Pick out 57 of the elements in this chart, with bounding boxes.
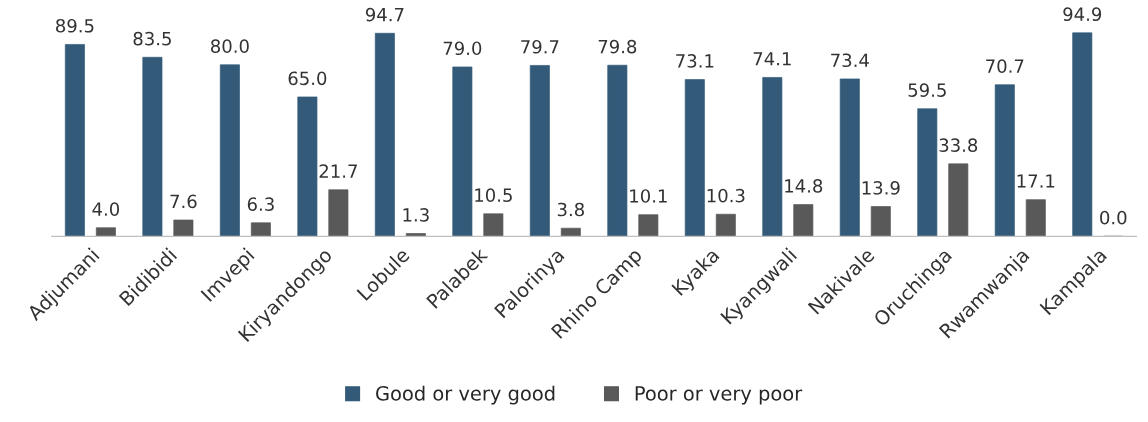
data-label: 79.0: [443, 41, 482, 56]
bar: [297, 96, 318, 237]
data-label: 0.0: [1100, 210, 1127, 225]
bar: [607, 64, 628, 237]
bar: [1025, 199, 1046, 237]
legend-label: Good or very good: [376, 385, 555, 405]
data-label: 94.9: [1063, 7, 1102, 22]
bar: [483, 213, 504, 237]
bar: [870, 206, 891, 237]
data-label: 14.8: [785, 179, 823, 193]
bar: [173, 219, 194, 237]
data-label: 74.1: [753, 52, 791, 66]
legend-label: Poor or very poor: [635, 386, 803, 405]
data-label: 70.7: [986, 59, 1024, 73]
bar: [762, 77, 783, 237]
data-label: 6.3: [247, 197, 274, 211]
bar: [684, 79, 705, 237]
data-label: 94.7: [365, 7, 404, 22]
bar: [452, 66, 473, 237]
data-label: 10.3: [707, 188, 745, 203]
data-label: 4.0: [92, 202, 120, 216]
data-label: 79.8: [598, 39, 637, 54]
bar: [374, 32, 395, 237]
data-label: 17.1: [1017, 174, 1055, 188]
bar: [994, 84, 1015, 237]
data-label: 83.5: [133, 31, 171, 46]
data-label: 13.9: [862, 181, 900, 195]
bar: [839, 78, 860, 237]
bar: [638, 214, 659, 237]
data-label: 65.0: [288, 71, 327, 86]
bar: [917, 108, 938, 237]
data-label: 33.8: [939, 138, 978, 153]
data-label: 59.5: [908, 83, 946, 97]
data-label: 73.4: [831, 53, 869, 68]
data-label: 21.7: [319, 164, 357, 178]
bar: [793, 204, 814, 237]
data-label: 10.5: [475, 188, 512, 202]
bar: [1072, 32, 1093, 237]
data-label: 80.0: [211, 39, 249, 53]
bar: [560, 227, 581, 237]
data-label: 1.3: [403, 208, 429, 222]
bar: [948, 163, 969, 237]
data-label: 89.5: [56, 18, 94, 33]
bar: [64, 44, 85, 237]
data-label: 10.1: [630, 189, 667, 203]
bar: [95, 227, 116, 237]
bar: [328, 189, 349, 237]
bar: [250, 222, 271, 237]
data-label: 3.8: [557, 202, 584, 217]
data-label: 7.6: [170, 194, 197, 209]
bar: [715, 213, 736, 237]
data-label: 79.7: [521, 39, 559, 54]
bar: [405, 233, 426, 237]
bar: [219, 64, 240, 237]
bar: [529, 65, 550, 237]
data-label: 73.1: [676, 54, 714, 68]
bar: [142, 56, 163, 237]
